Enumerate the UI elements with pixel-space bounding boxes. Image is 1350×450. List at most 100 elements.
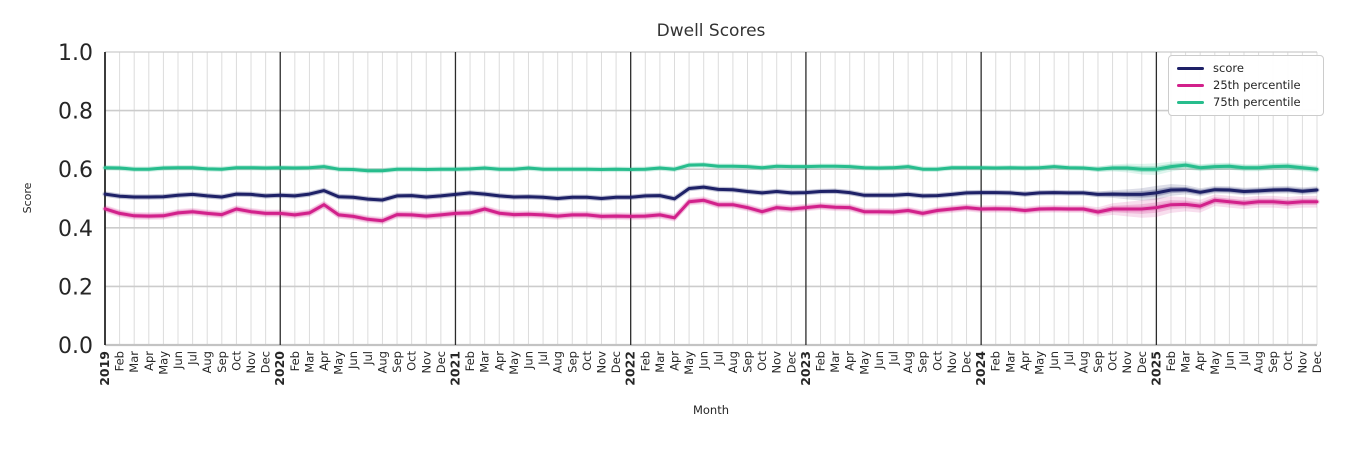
- x-tick-label-month: Sep: [565, 351, 579, 373]
- y-tick-label: 1.0: [58, 41, 93, 66]
- x-tick-label-month: Dec: [960, 351, 974, 373]
- x-tick-label-month: Oct: [930, 351, 944, 371]
- legend-label-score: score: [1213, 61, 1244, 75]
- legend-label-75th-percentile: 75th percentile: [1213, 95, 1301, 109]
- x-tick-label-month: Apr: [317, 351, 331, 371]
- x-tick-label-month: Oct: [405, 351, 419, 371]
- x-tick-label-year: 2022: [623, 351, 638, 386]
- x-tick-label-month: Jul: [1237, 351, 1251, 366]
- x-tick-label-month: Oct: [580, 351, 594, 371]
- x-tick-label-month: Nov: [419, 351, 433, 374]
- x-tick-label-month: May: [682, 351, 696, 375]
- y-tick-label: 0.8: [58, 100, 93, 125]
- x-tick-label-month: Feb: [1164, 351, 1178, 371]
- x-tick-label-month: Mar: [1179, 351, 1193, 373]
- x-tick-label-month: Aug: [1076, 351, 1090, 373]
- x-tick-label-month: Nov: [1120, 351, 1134, 374]
- x-tick-label-month: Jul: [361, 351, 375, 366]
- x-tick-label-month: Sep: [215, 351, 229, 373]
- month-gridlines: [119, 52, 1318, 345]
- legend-item-score[interactable]: score: [1177, 62, 1314, 75]
- x-tick-label-month: Oct: [1106, 351, 1120, 371]
- x-tick-label-month: Sep: [1266, 351, 1280, 373]
- x-tick-label-month: Nov: [595, 351, 609, 374]
- legend-item-25th-percentile[interactable]: 25th percentile: [1177, 79, 1314, 92]
- x-tick-label-month: Jul: [536, 351, 550, 366]
- x-tick-label-month: Mar: [1003, 351, 1017, 373]
- y-tick-labels: 0.0 0.2 0.4 0.6 0.8 1.0: [58, 41, 93, 359]
- x-tick-label-month: Jun: [1222, 351, 1236, 370]
- series-line-1: [102, 197, 1320, 224]
- series-line-0: [102, 184, 1320, 203]
- legend-label-25th-percentile: 25th percentile: [1213, 78, 1301, 92]
- x-tick-label-month: Mar: [653, 351, 667, 373]
- x-tick-label-month: Jul: [1062, 351, 1076, 366]
- y-tick-label: 0.2: [58, 275, 93, 300]
- x-tick-label-month: Mar: [828, 351, 842, 373]
- y-tick-label: 0.6: [58, 158, 93, 183]
- x-tick-label-month: Dec: [434, 351, 448, 373]
- series-band-1: [105, 194, 1317, 225]
- y-axis-label: Score: [21, 182, 34, 213]
- x-tick-label-month: May: [332, 351, 346, 375]
- x-tick-label-month: May: [857, 351, 871, 375]
- x-tick-label-month: Apr: [668, 351, 682, 371]
- x-tick-label-month: Sep: [741, 351, 755, 373]
- x-tick-label-month: Jun: [346, 351, 360, 370]
- x-tick-label-month: Oct: [229, 351, 243, 371]
- x-tick-label-month: Jul: [711, 351, 725, 366]
- score-line-swatch: [1177, 67, 1204, 70]
- x-tick-label-month: Oct: [1281, 351, 1295, 371]
- x-tick-label-month: Nov: [945, 351, 959, 374]
- x-tick-label-month: Aug: [1252, 351, 1266, 373]
- y-tick-label: 0.4: [58, 217, 93, 242]
- x-tick-label-month: Aug: [726, 351, 740, 373]
- x-tick-label-month: Mar: [127, 351, 141, 373]
- x-tick-label-month: Mar: [302, 351, 316, 373]
- x-tick-label-month: Jun: [1047, 351, 1061, 370]
- x-tick-label-month: Apr: [142, 351, 156, 371]
- x-tick-label-year: 2024: [973, 351, 988, 386]
- x-tick-label-month: Dec: [784, 351, 798, 373]
- x-tick-labels: 2019 Feb Mar Apr May Jun Jul Aug Sep Oct Nov Dec 202…: [97, 351, 1324, 386]
- x-tick-label-month: Aug: [551, 351, 565, 373]
- x-tick-label-month: Feb: [113, 351, 127, 371]
- x-tick-label-month: Jun: [697, 351, 711, 370]
- x-tick-label-year: 2019: [97, 351, 112, 386]
- x-tick-label-month: Feb: [989, 351, 1003, 371]
- x-tick-label-month: Nov: [770, 351, 784, 374]
- x-tick-label-year: 2023: [798, 351, 813, 386]
- x-tick-label-month: Aug: [375, 351, 389, 373]
- legend-item-75th-percentile[interactable]: 75th percentile: [1177, 96, 1314, 109]
- x-tick-label-year: 2021: [448, 351, 463, 386]
- x-tick-label-month: Dec: [609, 351, 623, 373]
- x-tick-label-month: May: [1208, 351, 1222, 375]
- series-line-2: [102, 162, 1320, 174]
- x-tick-label-month: Apr: [843, 351, 857, 371]
- percentile25-line-swatch: [1177, 84, 1204, 87]
- x-tick-label-month: Apr: [492, 351, 506, 371]
- x-axis-label: Month: [693, 403, 729, 417]
- x-tick-label-year: 2020: [272, 351, 287, 386]
- x-tick-label-month: Dec: [1310, 351, 1324, 373]
- x-tick-label-month: Sep: [1091, 351, 1105, 373]
- x-tick-label-month: Feb: [463, 351, 477, 371]
- year-gridlines: [279, 52, 1158, 345]
- x-tick-label-month: May: [1033, 351, 1047, 375]
- x-tick-label-month: Mar: [478, 351, 492, 373]
- x-tick-label-month: Feb: [288, 351, 302, 371]
- x-tick-label-month: Oct: [755, 351, 769, 371]
- x-tick-label-year: 2025: [1148, 351, 1163, 386]
- y-tick-label: 0.0: [58, 334, 93, 359]
- percentile75-line-swatch: [1177, 101, 1204, 104]
- x-tick-label-month: May: [156, 351, 170, 375]
- x-tick-label-month: Apr: [1193, 351, 1207, 371]
- x-tick-label-month: Sep: [916, 351, 930, 373]
- x-tick-label-month: Feb: [814, 351, 828, 371]
- x-tick-label-month: Aug: [200, 351, 214, 373]
- x-tick-label-month: May: [507, 351, 521, 375]
- x-tick-label-month: Dec: [1135, 351, 1149, 373]
- x-tick-label-month: Sep: [390, 351, 404, 373]
